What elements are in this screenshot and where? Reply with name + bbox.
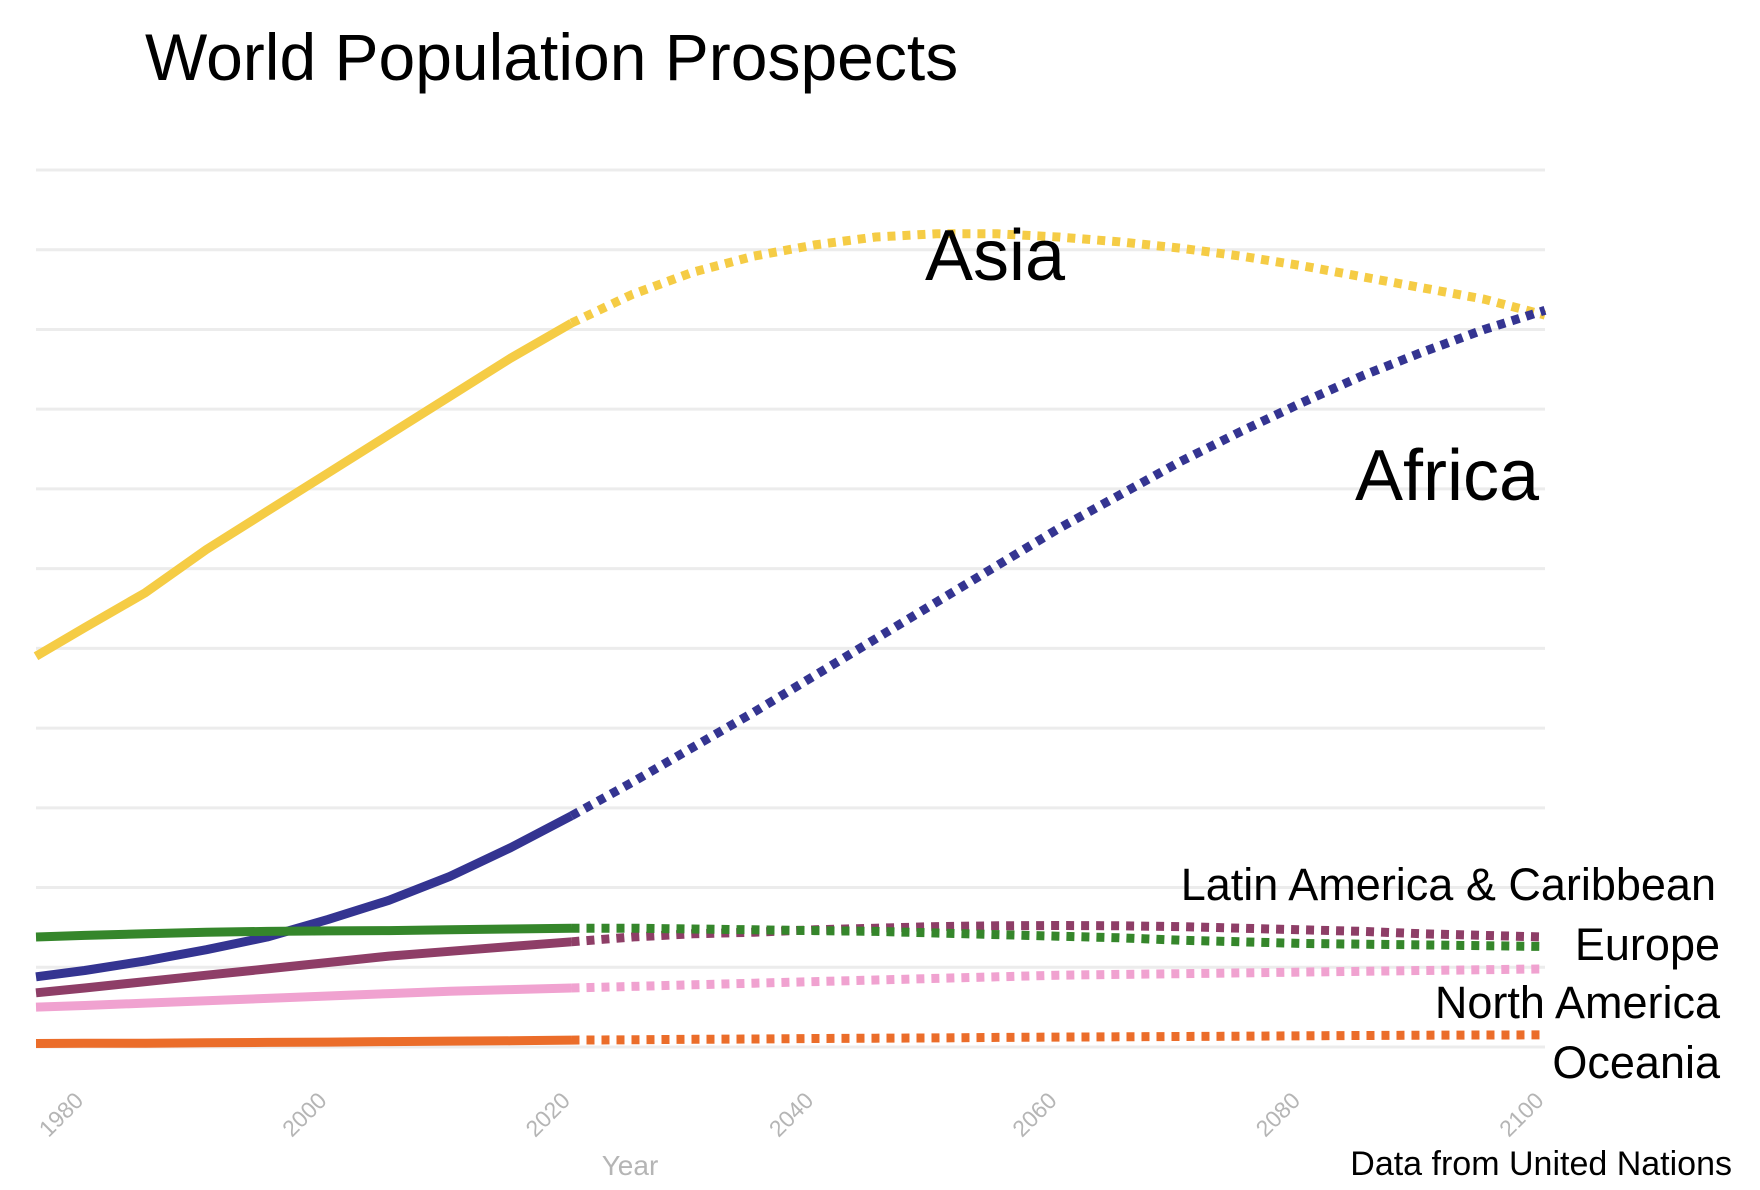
series-line-europe-projected <box>571 923 1546 951</box>
series-label-oceania: Oceania <box>1552 1037 1721 1088</box>
series-line-oceania-historical <box>35 1035 572 1048</box>
series-label-africa: Africa <box>1355 436 1540 516</box>
x-tick-label: 2060 <box>1007 1087 1062 1142</box>
x-tick-label: 2080 <box>1251 1087 1306 1142</box>
x-axis-title: Year <box>602 1150 659 1181</box>
x-tick-label: 1980 <box>34 1087 89 1142</box>
series-lines <box>33 229 1547 1048</box>
series-line-europe-historical <box>35 923 572 942</box>
series-line-asia-historical <box>33 319 574 661</box>
x-tick-label: 2020 <box>520 1087 575 1142</box>
series-line-latin-america-caribbean-historical <box>35 937 572 998</box>
series-line-oceania-projected <box>571 1030 1546 1045</box>
series-line-north-america-historical <box>35 983 572 1012</box>
series-line-africa-projected <box>569 306 1547 820</box>
x-tick-label: 2000 <box>277 1087 332 1142</box>
series-label-asia: Asia <box>925 216 1066 296</box>
series-line-latin-america-caribbean-projected <box>571 921 1546 947</box>
series-labels: Asia Africa Latin America & Caribbean Europ… <box>925 216 1721 1088</box>
chart-title: World Population Prospects <box>145 20 958 94</box>
series-label-europe: Europe <box>1575 919 1720 970</box>
gridlines <box>36 168 1545 1049</box>
series-line-north-america-projected <box>571 964 1546 993</box>
series-line-asia-projected <box>569 229 1547 328</box>
series-line-africa-historical <box>35 811 574 982</box>
series-label-latin-america-caribbean: Latin America & Caribbean <box>1181 859 1716 910</box>
series-label-north-america: North America <box>1435 977 1721 1028</box>
x-tick-label: 2040 <box>764 1087 819 1142</box>
source-note: Data from United Nations <box>1350 1145 1732 1183</box>
x-tick-label: 2100 <box>1494 1087 1549 1142</box>
x-axis-tick-labels: 1980 2000 2020 2040 2060 2080 2100 <box>34 1087 1549 1142</box>
